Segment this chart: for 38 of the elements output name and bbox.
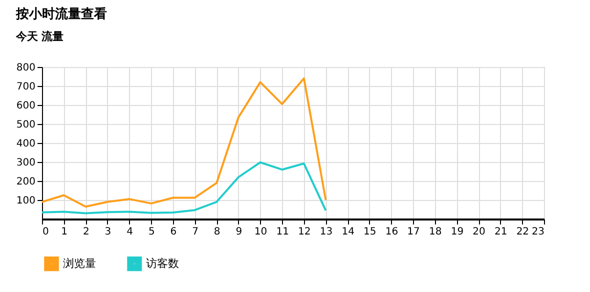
y-tick-label: 400	[16, 138, 36, 150]
x-tick-label: 7	[192, 226, 198, 238]
y-tick-label: 200	[16, 176, 36, 188]
x-tick-label: 19	[450, 226, 464, 238]
x-tick-label: 1	[61, 226, 68, 238]
x-tick-label: 14	[342, 226, 354, 238]
x-tick-label: 4	[126, 226, 133, 238]
x-tick-label: 18	[429, 226, 442, 238]
x-tick-label: 2	[82, 226, 90, 238]
y-tick-label: 700	[16, 82, 36, 92]
x-tick-label: 11	[276, 226, 289, 238]
x-tick-label: 3	[104, 226, 112, 238]
line-series	[41, 161, 327, 214]
x-tick-label: 6	[170, 226, 177, 238]
x-tick-label: 22	[516, 226, 530, 238]
x-tick-label: 5	[148, 226, 155, 238]
x-tick-label: 15	[364, 226, 376, 238]
x-tick-label: 8	[214, 226, 220, 238]
x-tick-label: 9	[236, 226, 242, 238]
y-tick-label: 800	[16, 62, 36, 74]
y-tick-label: 300	[16, 158, 36, 168]
x-tick-label: 21	[494, 226, 508, 238]
legend-label: 访客数	[146, 256, 179, 270]
y-tick-label: 500	[16, 120, 36, 130]
x-tick-label: 13	[320, 226, 333, 238]
x-tick-label: 23	[532, 226, 544, 238]
chart-title: 按小时流量查看	[14, 6, 107, 22]
line-series	[41, 77, 327, 208]
x-tick-label: 10	[254, 226, 268, 238]
x-tick-label: 12	[298, 226, 311, 238]
y-tick-label: 100	[16, 196, 36, 206]
y-tick-label: 600	[16, 100, 36, 112]
x-tick-label: 0	[42, 226, 49, 238]
legend-label: 浏览量	[63, 256, 96, 270]
x-tick-label: 16	[385, 226, 398, 238]
x-tick-label: 20	[472, 226, 486, 238]
x-tick-label: 17	[407, 226, 420, 238]
chart-subtitle: 今天 流量	[14, 30, 64, 43]
